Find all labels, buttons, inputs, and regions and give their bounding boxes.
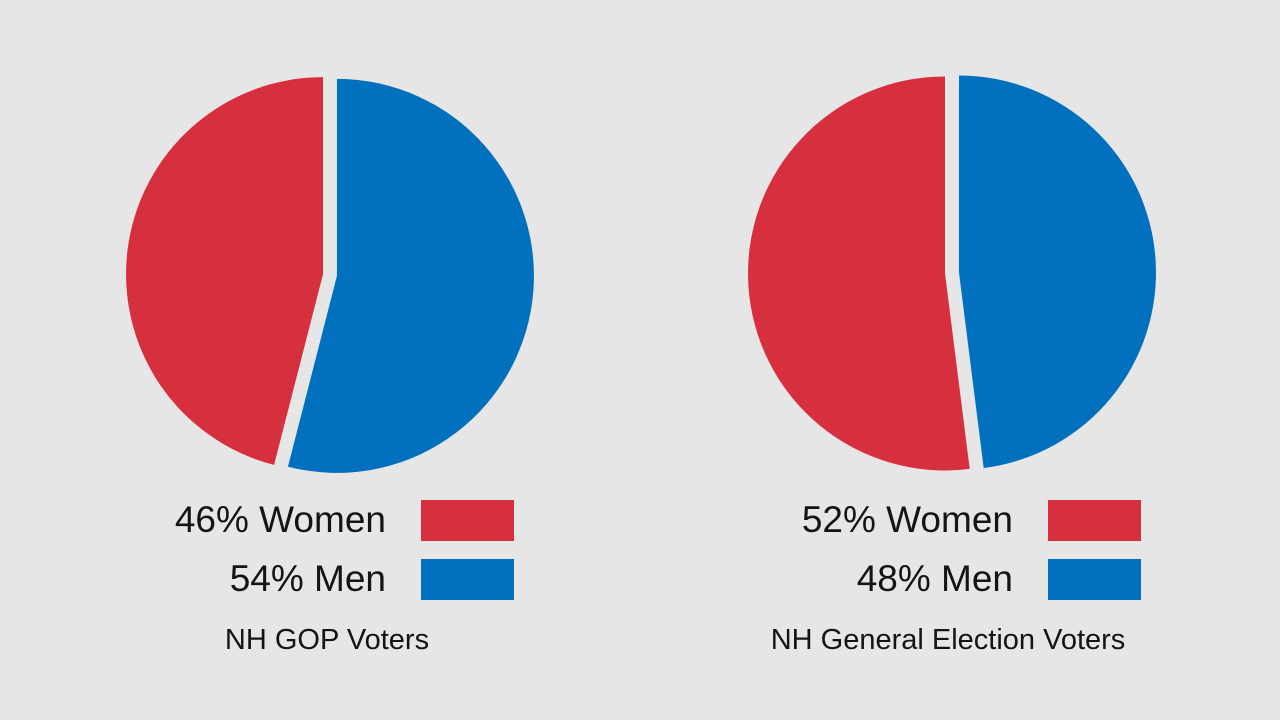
chart-caption: NH General Election Voters — [770, 624, 1126, 656]
legend-row-men-general: 48% Men — [727, 558, 1147, 600]
legend-label-men: 54% Men — [229, 558, 386, 599]
legend-label-women: 52% Women — [801, 499, 1013, 540]
legend-row-women-gop: 46% Women — [100, 499, 520, 541]
legend-row-women-general: 52% Women — [727, 499, 1147, 541]
pie-chart-general — [748, 75, 1156, 471]
pie-slice-women — [748, 76, 970, 471]
legend-row-men-gop: 54% Men — [100, 558, 520, 600]
pie-slice-men — [958, 75, 1156, 469]
legend-label-men: 48% Men — [856, 558, 1013, 599]
pie-slice-women — [126, 77, 324, 465]
legend-label-women: 46% Women — [174, 499, 386, 540]
legend-swatch-women — [1048, 500, 1141, 541]
legend-swatch-men — [421, 559, 514, 600]
legend-swatch-men — [1048, 559, 1141, 600]
legend-swatch-women — [421, 500, 514, 541]
pie-chart-gop — [126, 77, 534, 473]
pie-slice-men — [287, 78, 534, 473]
chart-caption: NH GOP Voters — [224, 624, 430, 656]
